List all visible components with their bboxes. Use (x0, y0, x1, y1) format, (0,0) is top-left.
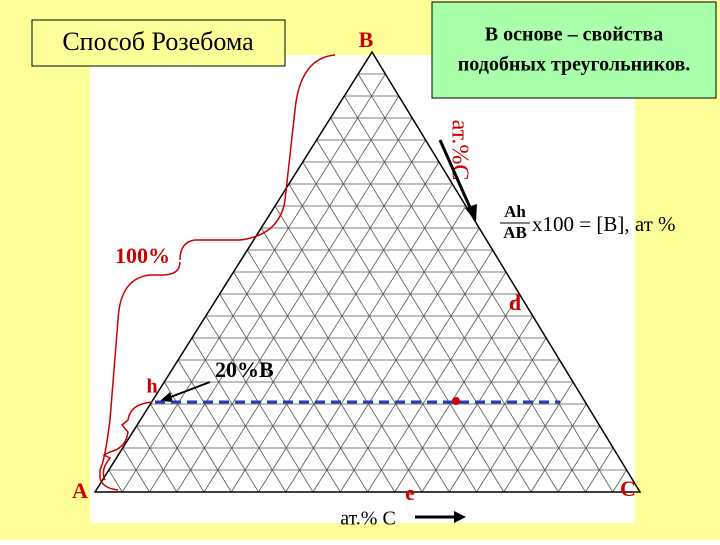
grid-line (612, 469, 627, 493)
grid-line (339, 249, 493, 493)
twenty-label: 20%B (215, 357, 274, 382)
formula-numerator: Ah (504, 202, 526, 221)
h-label: h (146, 376, 157, 398)
grid-line (274, 205, 450, 493)
brace-small (102, 401, 153, 481)
grid-line (177, 359, 259, 493)
grid-line (367, 271, 507, 493)
title: Способ Розебома (62, 27, 254, 56)
arrowhead (465, 204, 477, 222)
full-label: 100% (115, 243, 170, 268)
grid-line (121, 73, 386, 493)
grid-line (421, 315, 534, 493)
pointer-head (160, 392, 173, 402)
grid-line (230, 161, 440, 493)
grid-line (448, 337, 547, 493)
grid-line (285, 205, 467, 493)
grid-line (585, 447, 614, 493)
grid-line (163, 381, 232, 493)
grid-line (150, 403, 205, 493)
grid-line (108, 469, 123, 493)
brace-large (99, 54, 336, 491)
grid-line (205, 315, 314, 493)
grid-line (394, 293, 520, 493)
grid-line (557, 425, 601, 493)
d-label: d (509, 290, 521, 315)
diagram-panel (90, 55, 635, 523)
note-line: подобных треугольников. (458, 54, 691, 76)
note-box (431, 1, 717, 99)
grid-line (530, 403, 587, 493)
grid-line (302, 161, 505, 493)
formula-denominator: AB (503, 223, 527, 242)
triangle-grid (108, 73, 627, 493)
vertex-b: B (359, 27, 374, 52)
bottom-axis-label: ат.% С (340, 508, 396, 530)
vertex-c: C (620, 476, 636, 501)
vertex-a: A (72, 478, 88, 503)
grid-line (247, 249, 396, 493)
e-label: e (405, 480, 415, 505)
grid-line (176, 117, 413, 493)
formula-rest: x100 = [B], ат % (532, 212, 676, 236)
title-box (31, 19, 286, 67)
grid-line (136, 425, 178, 493)
side-label: ат.%С (446, 120, 472, 181)
arrow (438, 139, 474, 213)
grid-line (122, 447, 150, 493)
grid-line (503, 381, 574, 493)
grid-line (191, 337, 287, 493)
point (452, 397, 460, 405)
triangle (93, 50, 642, 493)
pointer (167, 381, 211, 399)
arrowhead (454, 511, 466, 523)
grid-line (330, 117, 559, 493)
grid-line (476, 359, 560, 493)
grid-line (357, 73, 614, 493)
note-line: В основе – свойства (485, 24, 664, 46)
grid-line (219, 293, 341, 493)
grid-line (233, 271, 368, 493)
